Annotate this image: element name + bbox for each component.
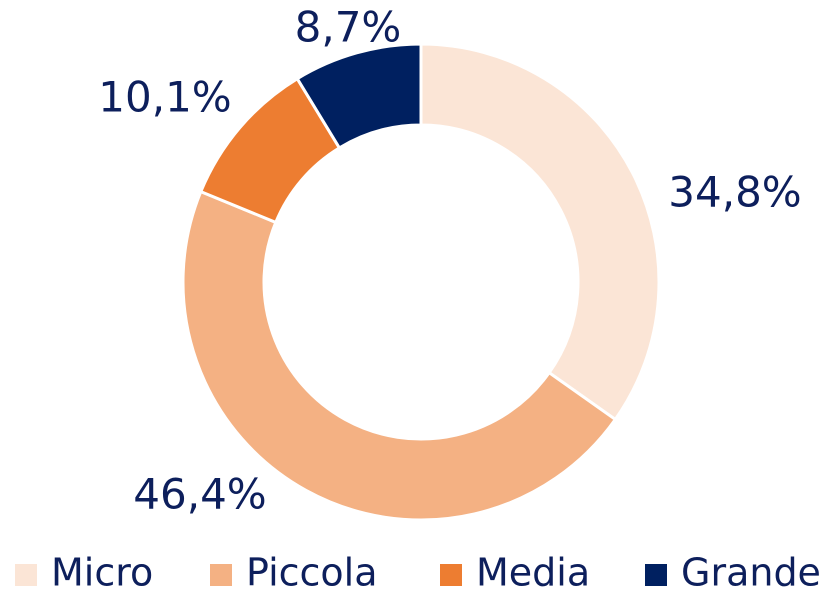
legend-swatch bbox=[645, 564, 667, 586]
legend-swatch bbox=[440, 564, 462, 586]
data-label: 8,7% bbox=[295, 3, 402, 52]
data-label: 10,1% bbox=[98, 73, 231, 122]
legend-swatch bbox=[15, 564, 37, 586]
slice bbox=[181, 189, 618, 522]
slice bbox=[419, 42, 661, 422]
legend-label: Piccola bbox=[246, 551, 378, 595]
legend-label: Grande bbox=[681, 551, 821, 595]
legend-swatch bbox=[210, 564, 232, 586]
data-label: 46,4% bbox=[133, 470, 266, 519]
legend-label: Media bbox=[476, 551, 590, 595]
data-label: 34,8% bbox=[668, 168, 801, 217]
slice bbox=[295, 42, 423, 150]
legend-label: Micro bbox=[51, 551, 153, 595]
